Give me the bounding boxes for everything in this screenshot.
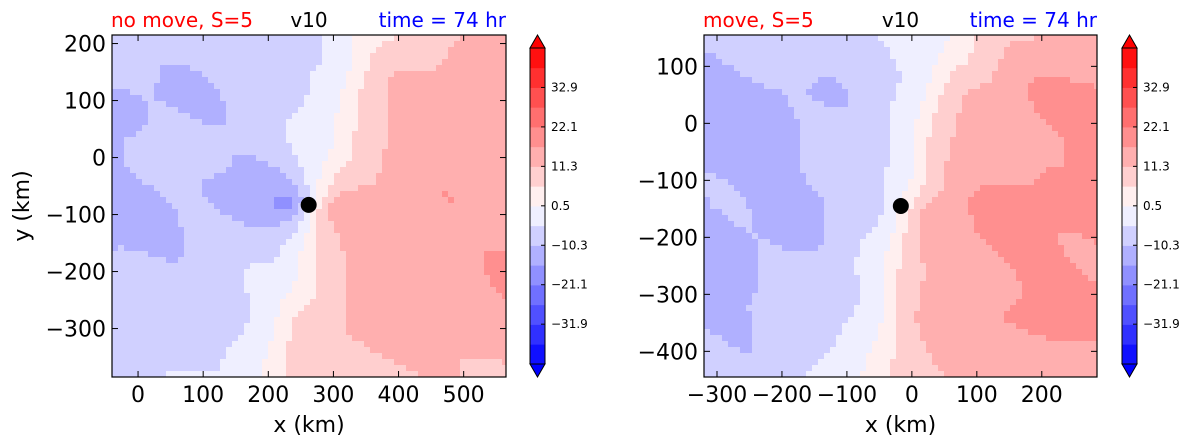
x-tick-label: 200 (247, 383, 289, 408)
panel-2: −300 −200 −100 0 100 2001000−100−200−300−400x… (638, 8, 1180, 438)
colorbar-segment (530, 324, 545, 345)
y-tick-label: 100 (656, 55, 698, 80)
colorbar-tick-label: −31.9 (1143, 317, 1180, 331)
y-axis-label: y (km) (10, 170, 35, 241)
title-center: v10 (882, 8, 919, 32)
colorbar-tick-label: −21.1 (1143, 278, 1180, 292)
colorbar-segment (530, 245, 545, 266)
colorbar: −31.9 −21.1 −10.3 0.5 11.3 22.1 32.9 (529, 33, 588, 379)
y-tick-label: −300 (46, 318, 106, 343)
colorbar-segment (530, 48, 545, 69)
x-tick-label: 100 (182, 383, 224, 408)
colorbar-tick-label: 32.9 (551, 80, 578, 94)
storm-center-marker (892, 198, 909, 214)
colorbar-extend-max (529, 33, 546, 49)
colorbar-segment (530, 265, 545, 286)
colorbar-segment (530, 285, 545, 306)
colorbar-segment (530, 344, 545, 365)
plot-frame (111, 34, 507, 378)
title-right: time = 74 hr (970, 8, 1098, 32)
plot-frame (703, 34, 1098, 378)
colorbar-segment (1122, 324, 1137, 345)
y-tick-label: −300 (638, 283, 698, 308)
v10-field (112, 35, 506, 377)
v10-field (704, 35, 1097, 377)
x-tick-label: 0 (131, 383, 145, 408)
title-right: time = 74 hr (379, 8, 507, 32)
colorbar-segment (530, 166, 545, 187)
colorbar-tick-label: 11.3 (551, 159, 578, 173)
colorbar-segment (1122, 186, 1137, 207)
y-tick-label: −200 (638, 226, 698, 251)
colorbar-segment (530, 225, 545, 246)
y-tick-label: −400 (638, 340, 698, 365)
y-tick-label: −100 (638, 169, 698, 194)
colorbar: −31.9 −21.1 −10.3 0.5 11.3 22.1 32.9 (1121, 33, 1180, 379)
colorbar-tick-label: −21.1 (551, 278, 588, 292)
x-axis-label: x (km) (273, 413, 344, 438)
y-tick-label: −200 (46, 261, 106, 286)
colorbar-segment (1122, 285, 1137, 306)
colorbar-tick-label: 22.1 (551, 120, 578, 134)
y-tick-label: 200 (64, 33, 106, 58)
colorbar-segment (530, 146, 545, 167)
x-tick-label: 400 (378, 383, 420, 408)
colorbar-tick-label: −10.3 (551, 238, 588, 252)
colorbar-segment (1122, 87, 1137, 108)
colorbar-segment (1122, 225, 1137, 246)
title-left: no move, S=5 (111, 8, 253, 32)
x-tick-label: −100 (817, 383, 877, 408)
colorbar-tick-label: 0.5 (1143, 199, 1162, 213)
colorbar-segment (1122, 166, 1137, 187)
y-tick-label: 0 (92, 147, 106, 172)
colorbar-tick-label: 11.3 (1143, 159, 1170, 173)
colorbar-segment (1122, 304, 1137, 325)
x-axis-label: x (km) (865, 413, 936, 438)
colorbar-tick-label: 32.9 (1143, 80, 1170, 94)
colorbar-tick-label: 22.1 (1143, 120, 1170, 134)
colorbar-segment (1122, 206, 1137, 227)
colorbar-segment (1122, 344, 1137, 365)
colorbar-segment (530, 107, 545, 128)
colorbar-extend-max (1121, 33, 1138, 49)
colorbar-extend-min (1121, 363, 1138, 379)
title-center: v10 (290, 8, 327, 32)
colorbar-segment (1122, 245, 1137, 266)
x-tick-label: 100 (956, 383, 998, 408)
colorbar-segment (530, 186, 545, 207)
colorbar-segment (530, 127, 545, 148)
panel-1: 0 100 200 300 400 500 200 100 0 −100 −200 −300 x (km… (10, 8, 588, 438)
colorbar-tick-label: −10.3 (1143, 238, 1180, 252)
colorbar-segment (1122, 67, 1137, 88)
colorbar-segment (1122, 107, 1137, 128)
x-tick-label: 300 (312, 383, 354, 408)
x-tick-label: −300 (687, 383, 747, 408)
x-tick-label: 500 (443, 383, 485, 408)
x-tick-label: 200 (1021, 383, 1063, 408)
colorbar-segment (530, 87, 545, 108)
y-tick-label: −100 (46, 204, 106, 229)
colorbar-segment (1122, 265, 1137, 286)
colorbar-extend-min (529, 363, 546, 379)
colorbar-segment (530, 206, 545, 227)
colorbar-tick-label: −31.9 (551, 317, 588, 331)
colorbar-segment (1122, 127, 1137, 148)
x-tick-label: −200 (752, 383, 812, 408)
y-tick-label: 0 (684, 112, 698, 137)
colorbar-segment (530, 67, 545, 88)
colorbar-segment (1122, 48, 1137, 69)
title-left: move, S=5 (703, 8, 814, 32)
colorbar-segment (1122, 146, 1137, 167)
colorbar-segment (530, 304, 545, 325)
x-tick-label: 0 (905, 383, 919, 408)
colorbar-tick-label: 0.5 (551, 199, 570, 213)
y-tick-label: 100 (64, 90, 106, 115)
storm-center-marker (300, 196, 317, 213)
